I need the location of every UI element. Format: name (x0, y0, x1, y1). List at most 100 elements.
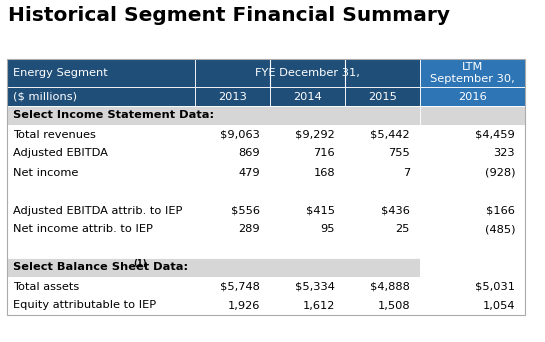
Bar (270, 144, 345, 163)
Bar (420, 87, 525, 106)
Bar (345, 144, 420, 163)
Text: 2014: 2014 (293, 92, 322, 102)
Bar (345, 182, 420, 201)
Text: (1): (1) (133, 259, 147, 268)
Bar (7, 87, 195, 106)
Bar (345, 125, 420, 144)
Bar (420, 106, 525, 125)
Bar (270, 220, 345, 239)
Bar (195, 277, 270, 296)
Bar (270, 87, 345, 106)
Text: 25: 25 (396, 224, 410, 235)
Text: Equity attributable to IEP: Equity attributable to IEP (13, 301, 156, 311)
Text: 2015: 2015 (368, 92, 397, 102)
Bar (270, 182, 345, 201)
Bar (420, 59, 525, 87)
Text: 168: 168 (313, 168, 335, 177)
Text: $5,748: $5,748 (220, 281, 260, 291)
Bar (195, 125, 270, 144)
Text: 755: 755 (388, 148, 410, 158)
Text: $5,442: $5,442 (371, 130, 410, 140)
Bar (195, 182, 270, 201)
Text: $9,063: $9,063 (220, 130, 260, 140)
Text: 1,054: 1,054 (482, 301, 515, 311)
Bar (7, 296, 195, 315)
Text: 2013: 2013 (218, 92, 247, 102)
Text: $9,292: $9,292 (295, 130, 335, 140)
Bar (7, 163, 195, 182)
Bar (195, 59, 420, 87)
Text: Historical Segment Financial Summary: Historical Segment Financial Summary (8, 6, 450, 25)
Bar (195, 144, 270, 163)
Bar (7, 59, 195, 87)
Text: (485): (485) (485, 224, 515, 235)
Text: 1,612: 1,612 (302, 301, 335, 311)
Bar (7, 258, 420, 277)
Bar (420, 163, 525, 182)
Text: Total revenues: Total revenues (13, 130, 96, 140)
Bar (345, 277, 420, 296)
Bar (195, 201, 270, 220)
Bar (7, 201, 195, 220)
Bar (7, 182, 195, 201)
Bar (270, 277, 345, 296)
Text: (928): (928) (485, 168, 515, 177)
Bar (345, 296, 420, 315)
Text: LTM
September 30,: LTM September 30, (430, 62, 515, 84)
Bar (195, 163, 270, 182)
Text: $5,334: $5,334 (295, 281, 335, 291)
Bar (270, 201, 345, 220)
Text: 2016: 2016 (458, 92, 487, 102)
Bar (7, 125, 195, 144)
Text: Net income attrib. to IEP: Net income attrib. to IEP (13, 224, 153, 235)
Bar (7, 239, 195, 258)
Bar (270, 296, 345, 315)
Text: $436: $436 (381, 206, 410, 215)
Bar (345, 163, 420, 182)
Text: 7: 7 (403, 168, 410, 177)
Text: 95: 95 (320, 224, 335, 235)
Bar (420, 258, 525, 277)
Bar (420, 144, 525, 163)
Bar (7, 59, 525, 315)
Bar (345, 201, 420, 220)
Bar (420, 296, 525, 315)
Text: Adjusted EBITDA: Adjusted EBITDA (13, 148, 108, 158)
Text: $166: $166 (486, 206, 515, 215)
Bar (270, 163, 345, 182)
Text: $556: $556 (231, 206, 260, 215)
Bar (270, 239, 345, 258)
Bar (195, 87, 270, 106)
Bar (7, 277, 195, 296)
Bar (345, 87, 420, 106)
Text: 1,926: 1,926 (228, 301, 260, 311)
Bar (7, 220, 195, 239)
Bar (195, 239, 270, 258)
Bar (420, 277, 525, 296)
Bar (420, 220, 525, 239)
Bar (345, 239, 420, 258)
Text: 1,508: 1,508 (377, 301, 410, 311)
Text: ($ millions): ($ millions) (13, 92, 77, 102)
Text: $4,459: $4,459 (475, 130, 515, 140)
Text: 289: 289 (238, 224, 260, 235)
Text: Net income: Net income (13, 168, 78, 177)
Bar (420, 125, 525, 144)
Bar (195, 220, 270, 239)
Text: Select Income Statement Data:: Select Income Statement Data: (13, 110, 214, 120)
Bar (420, 201, 525, 220)
Bar (7, 106, 420, 125)
Text: 323: 323 (493, 148, 515, 158)
Text: FYE December 31,: FYE December 31, (255, 68, 360, 78)
Text: 716: 716 (313, 148, 335, 158)
Bar (195, 296, 270, 315)
Text: $415: $415 (306, 206, 335, 215)
Text: $4,888: $4,888 (370, 281, 410, 291)
Bar (345, 220, 420, 239)
Bar (7, 144, 195, 163)
Text: Adjusted EBITDA attrib. to IEP: Adjusted EBITDA attrib. to IEP (13, 206, 183, 215)
Bar (270, 125, 345, 144)
Text: Energy Segment: Energy Segment (13, 68, 108, 78)
Text: Select Balance Sheet Data:: Select Balance Sheet Data: (13, 263, 188, 273)
Text: Total assets: Total assets (13, 281, 79, 291)
